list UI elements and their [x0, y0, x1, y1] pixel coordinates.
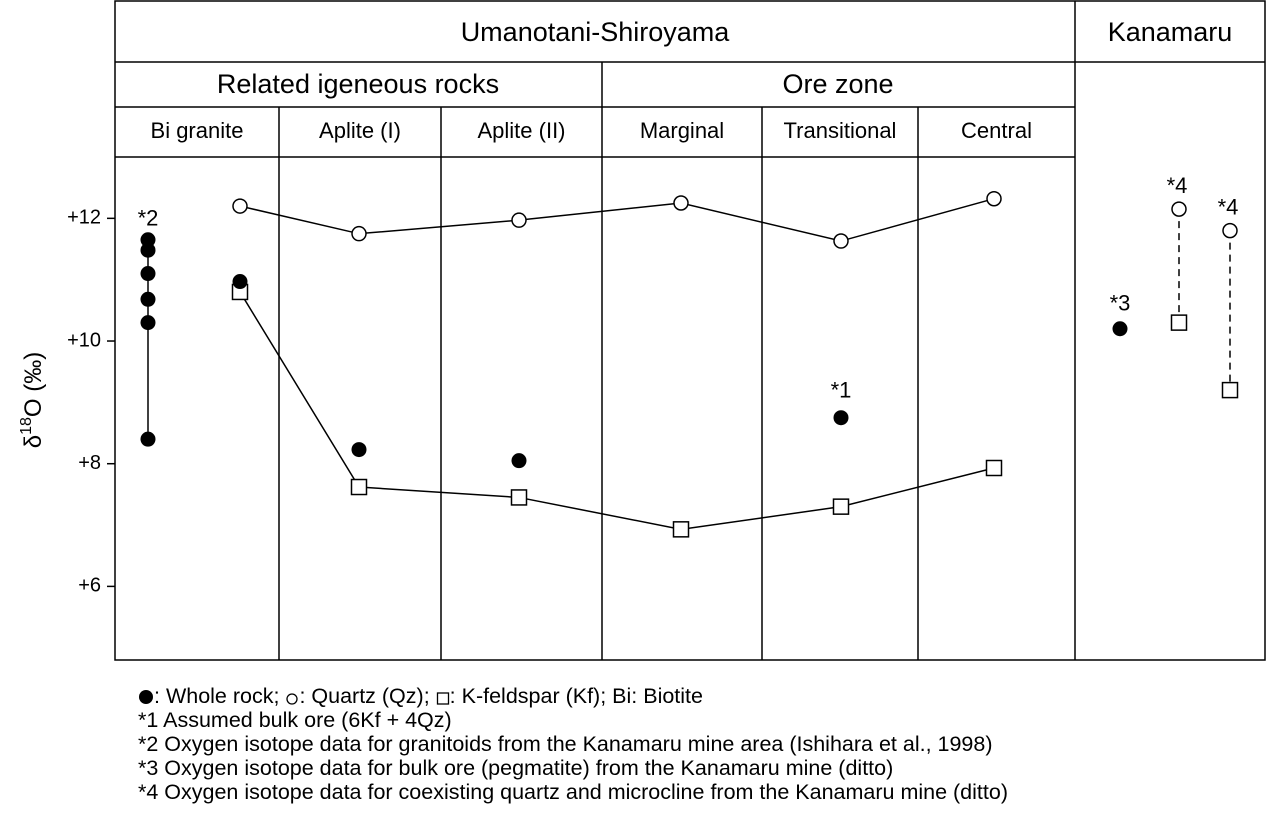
- quartz-point: [986, 190, 1002, 207]
- whole-rock-point: [351, 442, 367, 458]
- legend-label: Quartz (Qz): [311, 684, 424, 708]
- whole-rock-point: [140, 232, 156, 248]
- whole-rock-point: [511, 453, 527, 469]
- note: *2 Oxygen isotope data for granitoids fr…: [138, 732, 993, 756]
- column-label: Marginal: [640, 118, 724, 143]
- y-tick-label: +8: [78, 452, 101, 474]
- series-line: [239, 291, 995, 531]
- frame: [114, 0, 1266, 661]
- column-label: Aplite (II): [477, 118, 565, 143]
- legend-symbol: [286, 693, 299, 705]
- header-group: Related igeneous rocks: [217, 69, 499, 99]
- quartz-point: [833, 233, 849, 249]
- legend: : Whole rock; : Quartz (Qz); : K-feldspa…: [138, 684, 1008, 708]
- kfeldspar-point: [510, 489, 528, 506]
- kfeldspar-point: [985, 459, 1003, 477]
- quartz-point: [673, 195, 689, 211]
- whole-rock-point: [140, 291, 156, 307]
- chart: Umanotani-Shiroyama Kanamaru Related ige…: [18, 0, 1266, 661]
- quartz-point: [1171, 201, 1187, 217]
- annotation: *4: [1218, 194, 1239, 219]
- column-label: Aplite (I): [319, 118, 401, 143]
- note: *3 Oxygen isotope data for bulk ore (peg…: [138, 756, 894, 780]
- quartz-point: [511, 212, 527, 228]
- header-group: Ore zone: [782, 69, 893, 99]
- annotation: *1: [831, 378, 852, 403]
- legend-symbol: [436, 692, 449, 705]
- y-tick-label: +10: [67, 329, 101, 351]
- note: *1 Assumed bulk ore (6Kf + 4Qz): [138, 708, 452, 732]
- whole-rock-point: [140, 242, 156, 258]
- header-top: Umanotani-Shiroyama: [461, 17, 731, 47]
- kfeldspar-point: [672, 521, 690, 538]
- whole-rock-point: [1112, 321, 1128, 337]
- whole-rock-point: [140, 431, 156, 447]
- series-line: [239, 197, 995, 242]
- y-axis-label: δ18O (‰): [18, 352, 47, 448]
- y-tick-label: +12: [67, 207, 101, 229]
- annotation: *3: [1110, 291, 1131, 316]
- kfeldspar-point: [1221, 381, 1239, 399]
- legend-label: K-feldspar (Kf): [461, 684, 601, 708]
- y-tick-label: +6: [78, 575, 101, 597]
- whole-rock-point: [140, 266, 156, 282]
- legend-symbol: [139, 690, 153, 704]
- quartz-point: [351, 225, 367, 242]
- column-label: Bi granite: [151, 118, 244, 143]
- header-top: Kanamaru: [1108, 17, 1233, 47]
- quartz-point: [1222, 222, 1238, 239]
- annotation: *4: [1167, 173, 1188, 198]
- legend-label: Whole rock: [165, 684, 274, 708]
- quartz-point: [232, 198, 248, 214]
- note: *4 Oxygen isotope data for coexisting qu…: [138, 780, 1008, 804]
- annotation: *2: [138, 206, 159, 231]
- kfeldspar-point: [832, 498, 850, 515]
- legend-extra: Bi: Biotite: [612, 684, 703, 708]
- kfeldspar-point: [350, 478, 368, 496]
- whole-rock-point: [833, 410, 849, 426]
- table-lines: [115, 1, 1265, 660]
- whole-rock-point: [232, 274, 248, 290]
- kfeldspar-point: [1170, 314, 1188, 331]
- column-label: Central: [961, 118, 1032, 143]
- column-label: Transitional: [784, 118, 897, 143]
- whole-rock-point: [140, 315, 156, 331]
- notes: : Whole rock; : Quartz (Qz); : K-feldspa…: [138, 684, 1008, 804]
